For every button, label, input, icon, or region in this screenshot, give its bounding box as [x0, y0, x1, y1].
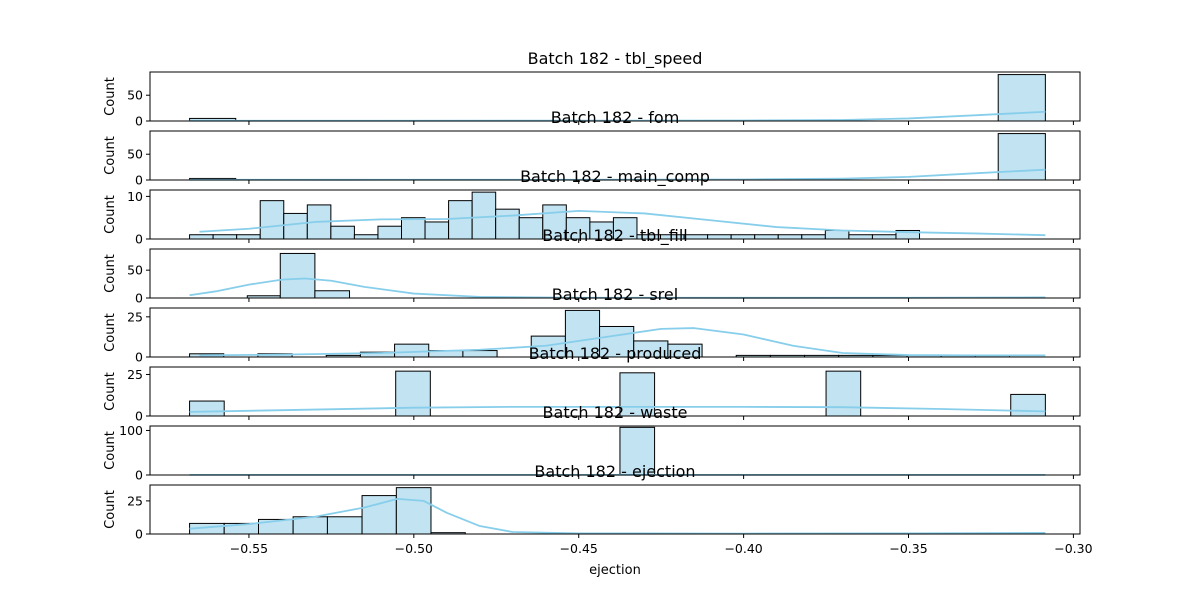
histogram-bar: [619, 426, 656, 476]
x-tick-label: −0.30: [1054, 541, 1092, 556]
histogram-panel: 0 50 Count Batch 182 - tbl_fill: [103, 226, 1081, 306]
histogram-panel: 0 25 Count Batch 182 - produced: [103, 344, 1081, 424]
histogram-bar: [395, 487, 432, 535]
histogram-bar: [730, 234, 756, 240]
y-axis-label: Count: [103, 77, 118, 116]
panel-title: Batch 182 - ejection: [534, 462, 695, 481]
y-tick-label: 50: [127, 263, 143, 278]
panel-title: Batch 182 - waste: [543, 403, 688, 422]
histogram-bar: [801, 234, 826, 240]
panel-title: Batch 182 - fom: [551, 108, 680, 127]
histogram-bar: [424, 221, 450, 240]
histogram-panel: 0 50 Count Batch 182 - fom: [103, 108, 1081, 188]
histogram-bar: [326, 516, 363, 535]
panel-title: Batch 182 - main_comp: [520, 167, 710, 187]
panel-title: Batch 182 - tbl_speed: [528, 49, 703, 69]
y-axis-label: Count: [103, 195, 118, 234]
kde-line: [199, 209, 1046, 237]
y-tick-label: 0: [135, 114, 143, 129]
histogram-bar: [353, 234, 379, 240]
panels-group: 0 50 Count Batch 182 - tbl_speed 0 50 Count Bat…: [103, 49, 1093, 556]
histogram-bar: [871, 234, 897, 240]
histogram-bar: [825, 370, 862, 417]
y-axis-label: Count: [103, 490, 118, 529]
y-tick-label: 50: [127, 147, 143, 162]
y-tick-label: 0: [135, 527, 143, 542]
y-tick-label: 25: [127, 493, 143, 508]
x-tick-label: −0.55: [230, 541, 268, 556]
y-tick-label: 50: [127, 88, 143, 103]
histogram-panel: 0 25 Count Batch 182 - srel: [103, 285, 1081, 365]
histogram-bar: [259, 200, 285, 240]
x-tick-label: −0.40: [724, 541, 762, 556]
axes-frame: [149, 307, 1081, 358]
histogram-panel: 0 25 −0.55 −0.50 −0.45 −0.40 −0.35 −0.30 Count Ba…: [103, 462, 1093, 556]
histogram-bar: [212, 234, 238, 240]
y-axis-label: Count: [103, 431, 118, 470]
axes-frame: [149, 248, 1081, 299]
x-axis-label: ejection: [589, 563, 641, 578]
axes-frame: [149, 71, 1081, 122]
histogram-bar: [279, 252, 316, 299]
y-tick-label: 100: [119, 423, 143, 438]
histogram-panel: 0 50 Count Batch 182 - tbl_speed: [103, 49, 1081, 129]
histogram-bar: [283, 212, 308, 240]
histogram-bar: [448, 200, 473, 240]
histogram-bar: [314, 290, 351, 299]
y-tick-label: 0: [135, 291, 143, 306]
histogram-bar: [777, 234, 803, 240]
axes-frame: [149, 425, 1081, 476]
y-tick-label: 10: [127, 189, 143, 204]
panel-title: Batch 182 - produced: [529, 344, 702, 363]
histogram-bar: [754, 234, 779, 240]
y-axis-label: Count: [103, 313, 118, 352]
histogram-bar: [997, 133, 1046, 181]
axes-frame: [149, 366, 1081, 417]
histogram-bar: [236, 234, 261, 240]
y-tick-label: 25: [127, 367, 143, 382]
histogram-bar: [394, 343, 430, 358]
histogram-bar: [518, 217, 544, 240]
histogram-bar: [824, 229, 850, 240]
y-axis-label: Count: [103, 372, 118, 411]
axes-frame: [149, 189, 1081, 240]
histogram-bar: [1010, 393, 1046, 417]
kde-line: [199, 327, 1046, 357]
kde-line: [189, 405, 1046, 413]
histogram-bar: [395, 370, 431, 417]
histogram-bar: [707, 234, 732, 240]
histogram-bar: [330, 225, 355, 240]
y-tick-label: 25: [127, 309, 143, 324]
histogram-bar: [377, 225, 403, 240]
panel-title: Batch 182 - srel: [552, 285, 678, 304]
axes-frame: [149, 130, 1081, 181]
y-tick-label: 0: [135, 232, 143, 247]
histogram-bar: [599, 325, 635, 358]
y-axis-label: Count: [103, 254, 118, 293]
axes-frame: [149, 484, 1081, 535]
histogram-bar: [401, 217, 426, 240]
x-tick-label: −0.35: [889, 541, 927, 556]
y-tick-label: 0: [135, 350, 143, 365]
histogram-bar: [471, 191, 497, 240]
y-tick-label: 0: [135, 409, 143, 424]
y-tick-label: 0: [135, 173, 143, 188]
x-tick-label: −0.50: [395, 541, 433, 556]
y-tick-label: 0: [135, 468, 143, 483]
histogram-bar: [189, 400, 225, 417]
histogram-bar: [189, 234, 214, 240]
histogram-bar: [848, 234, 873, 240]
histogram-bar: [495, 208, 520, 240]
x-tick-label: −0.45: [560, 541, 598, 556]
histogram-bar: [619, 372, 656, 417]
histogram-bar: [462, 350, 498, 358]
y-axis-label: Count: [103, 136, 118, 175]
panel-title: Batch 182 - tbl_fill: [542, 226, 687, 246]
